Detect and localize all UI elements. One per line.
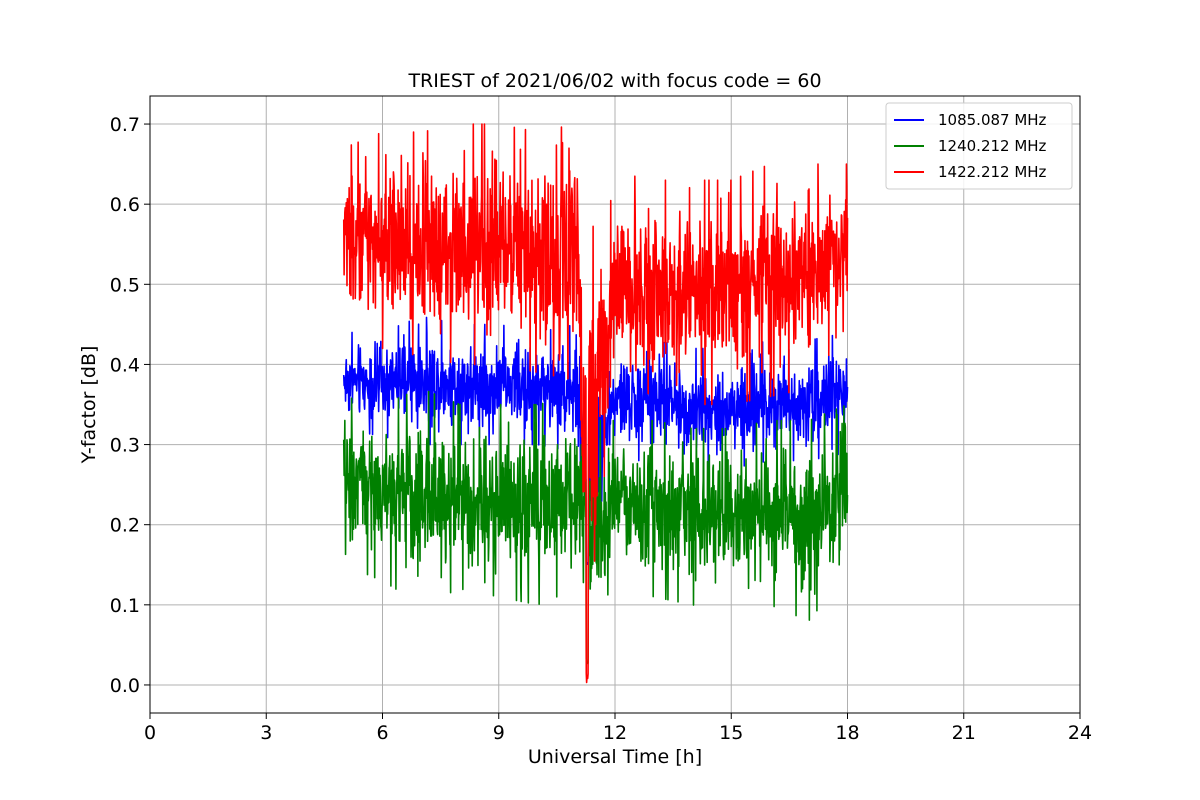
x-tick-label: 15 xyxy=(719,722,743,744)
x-tick-label: 12 xyxy=(603,722,627,744)
y-axis: 0.0 0.1 0.2 0.3 0.4 0.5 0.6 0.7 xyxy=(110,114,150,697)
legend-label: 1085.087 MHz xyxy=(938,111,1047,129)
x-tick-label: 6 xyxy=(376,722,388,744)
x-axis: 0 3 6 9 12 15 18 21 24 xyxy=(144,713,1092,744)
y-tick-label: 0.2 xyxy=(110,515,140,537)
chart-title: TRIEST of 2021/06/02 with focus code = 6… xyxy=(407,70,821,92)
y-tick-label: 0.3 xyxy=(110,435,140,457)
legend-label: 1240.212 MHz xyxy=(938,137,1047,155)
x-tick-label: 24 xyxy=(1068,722,1092,744)
x-tick-label: 0 xyxy=(144,722,156,744)
y-axis-label: Y-factor [dB] xyxy=(78,346,100,465)
x-tick-label: 21 xyxy=(952,722,976,744)
x-tick-label: 3 xyxy=(260,722,272,744)
y-tick-label: 0.5 xyxy=(110,274,140,296)
legend: 1085.087 MHz 1240.212 MHz 1422.212 MHz xyxy=(885,102,1073,190)
series-layer xyxy=(342,123,849,684)
y-tick-label: 0.6 xyxy=(110,194,140,216)
x-tick-label: 9 xyxy=(493,722,505,744)
legend-label: 1422.212 MHz xyxy=(938,163,1047,181)
legend-box xyxy=(885,102,1073,190)
series-line-3 xyxy=(342,123,849,684)
y-tick-label: 0.0 xyxy=(110,675,140,697)
y-tick-label: 0.1 xyxy=(110,595,140,617)
y-tick-label: 0.4 xyxy=(110,354,140,376)
x-tick-label: 18 xyxy=(835,722,859,744)
x-axis-label: Universal Time [h] xyxy=(528,746,702,768)
y-tick-label: 0.7 xyxy=(110,114,140,136)
